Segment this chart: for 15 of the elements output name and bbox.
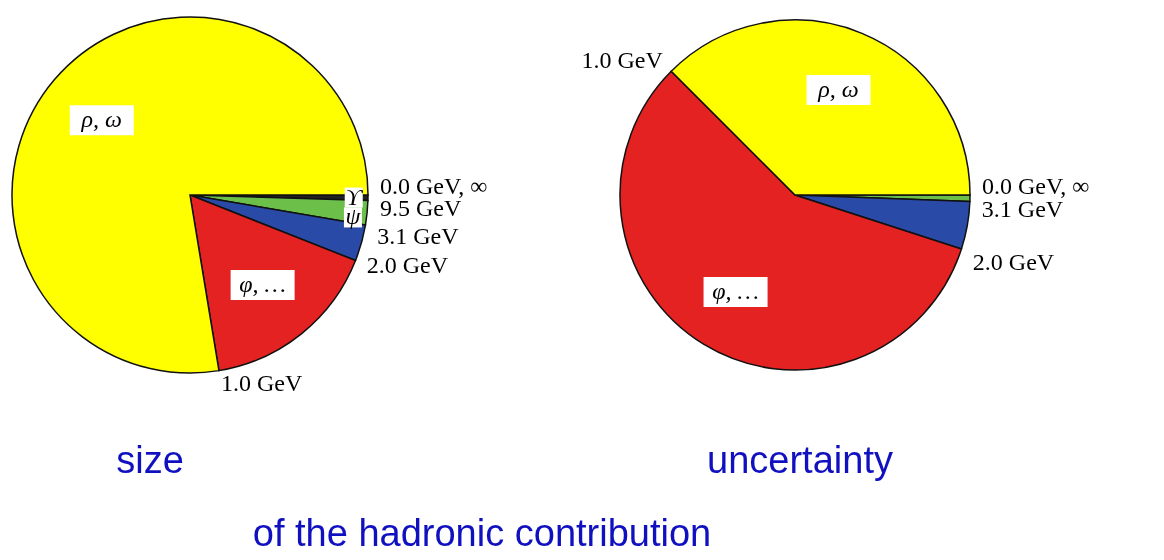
slice-label: ϒ [346,183,365,210]
text: 0.0 GeV, ∞ [982,173,1090,199]
slice-label: ρ, ω [80,106,123,133]
text: of the hadronic contribution [252,512,712,554]
text: 2.0 GeV [366,251,449,278]
text: 3.1 GeV [377,223,460,250]
text: uncertainty [707,439,893,481]
text: 1.0 GeV [581,47,664,74]
slice-label: φ, … [239,271,286,298]
text: 0.0 GeV, ∞ [380,173,488,199]
text: 1.0 GeV [220,370,303,397]
slice-label: φ, … [712,277,759,304]
slice-label: ρ, ω [817,75,859,102]
text: 2.0 GeV [972,249,1055,276]
text: size [116,439,184,481]
